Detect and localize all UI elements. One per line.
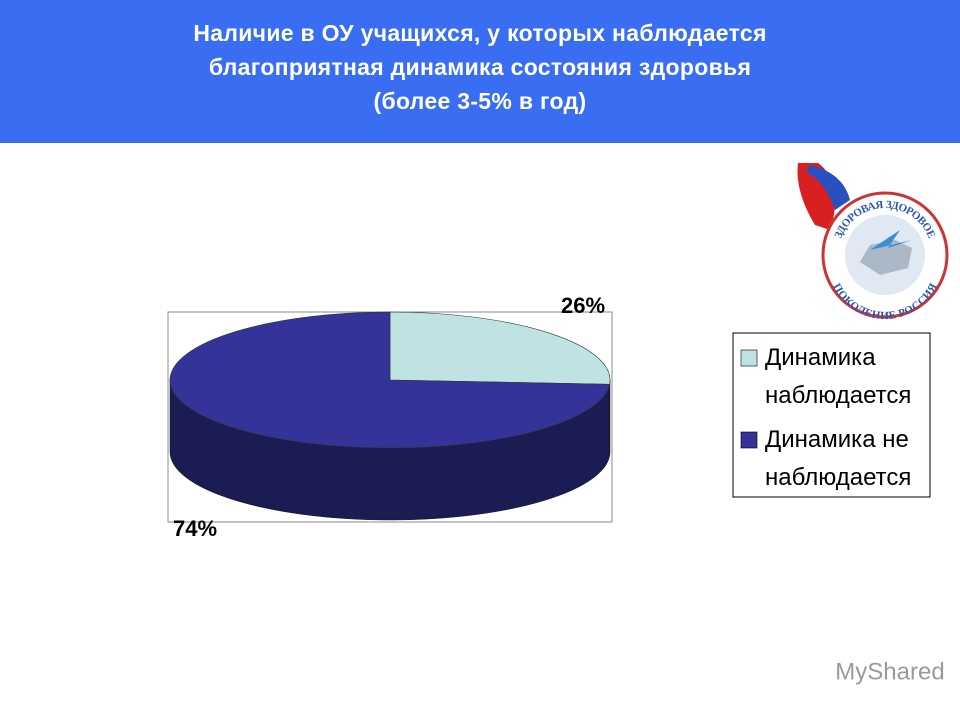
title-bar: Наличие в ОУ учащихся, у которых наблюда… — [0, 0, 960, 143]
legend-label-line: Динамика не — [765, 426, 909, 453]
flag-blue — [806, 165, 850, 210]
watermark: MyShared — [835, 658, 944, 685]
legend-box — [732, 332, 931, 498]
slice — [389, 311, 611, 385]
data-label: 74% — [173, 516, 217, 541]
legend-swatch — [740, 431, 758, 449]
legend-label-line: наблюдается — [765, 382, 911, 409]
legend-label: Динамика не наблюдается — [765, 426, 911, 491]
chart-title: Наличие в ОУ учащихся, у которых наблюда… — [193, 20, 767, 114]
emblem: ЗДОРОВАЯ ЗДОРОВОЕ ПОКОЛЕНИЕ РОССИЯ — [797, 163, 949, 322]
legend-swatch — [740, 349, 758, 367]
legend-label: Динамика наблюдается — [765, 344, 911, 409]
data-label: 26% — [561, 293, 605, 318]
legend-label-line: наблюдается — [765, 464, 911, 491]
legend-label-line: Динамика — [765, 344, 876, 371]
emblem-bird — [870, 230, 912, 250]
slice — [169, 311, 610, 449]
